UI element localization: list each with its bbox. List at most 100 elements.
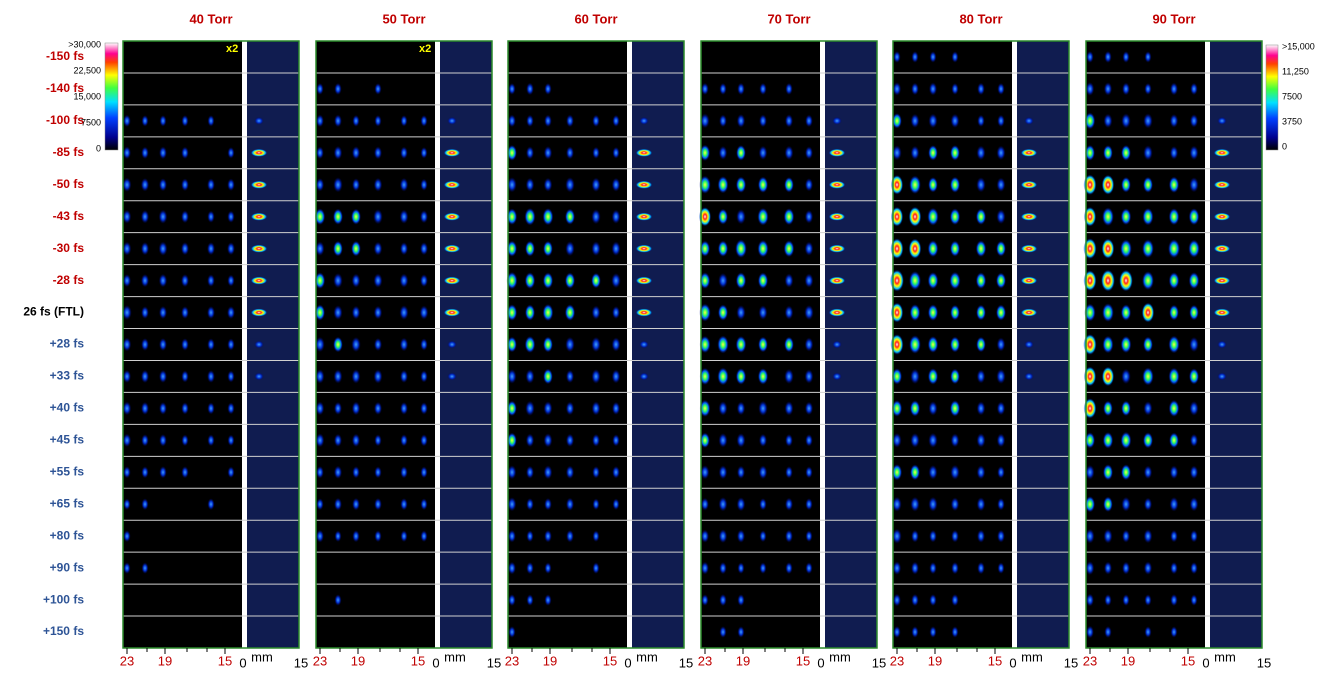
spot	[334, 594, 341, 606]
spot	[611, 241, 620, 256]
spot	[227, 275, 234, 287]
spot	[592, 401, 601, 415]
spot	[785, 530, 793, 543]
spot	[951, 626, 958, 638]
spot	[910, 369, 920, 384]
row-label: -100 fs	[46, 113, 84, 127]
spot	[805, 434, 813, 446]
spot	[832, 117, 842, 125]
spot	[909, 207, 922, 227]
spot	[759, 562, 766, 574]
spot	[525, 272, 535, 289]
spot	[400, 402, 408, 415]
spot	[159, 306, 167, 319]
axis-label: 23	[890, 653, 904, 668]
separator	[1205, 41, 1210, 648]
panel	[507, 41, 684, 648]
row-label: +40 fs	[50, 401, 85, 415]
spot	[420, 210, 428, 223]
axis-label: 19	[736, 653, 750, 668]
spot	[976, 337, 986, 352]
spot	[737, 530, 745, 543]
spot	[1214, 213, 1231, 221]
spot	[1217, 117, 1227, 125]
spot	[804, 305, 813, 320]
spot	[159, 210, 168, 224]
colorbar-label: >30,000	[68, 39, 101, 49]
spot	[352, 178, 360, 191]
spot	[928, 336, 939, 353]
spot	[400, 530, 407, 542]
spot	[400, 370, 408, 383]
spot	[351, 209, 361, 225]
spot	[1170, 562, 1178, 574]
spot	[352, 402, 360, 416]
spot	[1190, 83, 1198, 95]
spot	[526, 115, 534, 127]
spot	[1214, 309, 1231, 317]
spot	[316, 83, 323, 95]
spot	[181, 434, 188, 446]
spot	[207, 370, 215, 383]
spot	[565, 337, 575, 352]
spot	[719, 465, 728, 479]
spot	[207, 115, 214, 127]
spot	[526, 146, 534, 159]
spot	[227, 466, 234, 478]
colorbar-label: >15,000	[1282, 41, 1315, 51]
spot	[928, 368, 938, 384]
spot	[639, 117, 649, 125]
spot	[544, 115, 552, 127]
spot	[976, 272, 986, 289]
spot	[543, 272, 553, 288]
spot	[612, 402, 620, 415]
spot	[736, 272, 746, 289]
spot	[254, 117, 264, 125]
spot	[785, 401, 794, 415]
spot	[420, 402, 428, 414]
spot	[950, 369, 960, 385]
spot	[507, 369, 516, 384]
colorbar-label: 15,000	[73, 91, 101, 101]
spot	[508, 594, 515, 606]
spot	[420, 370, 427, 382]
spot	[374, 146, 382, 159]
spot	[1103, 145, 1113, 161]
spot	[805, 115, 813, 128]
axis-label: 15	[603, 653, 617, 668]
spot	[1190, 530, 1198, 542]
spot	[1021, 149, 1038, 157]
spot	[1144, 498, 1152, 511]
axis-label: 19	[351, 653, 365, 668]
panel-title: 80 Torr	[959, 11, 1002, 26]
spot	[1102, 175, 1115, 195]
spot	[785, 466, 793, 478]
spot	[951, 51, 958, 63]
spot	[544, 178, 553, 192]
spot	[420, 179, 427, 191]
spot	[1170, 114, 1179, 128]
spot	[1168, 336, 1179, 354]
spot	[207, 211, 214, 223]
spot	[526, 562, 534, 574]
spot	[592, 434, 600, 447]
spot	[928, 272, 939, 289]
axis-label: 15	[218, 653, 232, 668]
spot	[444, 181, 461, 189]
spot	[508, 465, 517, 479]
spot	[526, 466, 534, 479]
spot	[1143, 432, 1153, 448]
spot	[420, 498, 427, 510]
row-label: -28 fs	[53, 273, 85, 287]
spot	[316, 401, 325, 415]
row-label: +55 fs	[50, 464, 85, 478]
spot	[719, 83, 726, 95]
spot	[805, 466, 812, 478]
spot	[123, 402, 131, 416]
spot	[1086, 51, 1093, 63]
spot	[910, 400, 920, 416]
spot	[591, 337, 601, 352]
axis-label: 19	[1121, 653, 1135, 668]
spot	[785, 146, 794, 160]
spot	[526, 369, 535, 383]
